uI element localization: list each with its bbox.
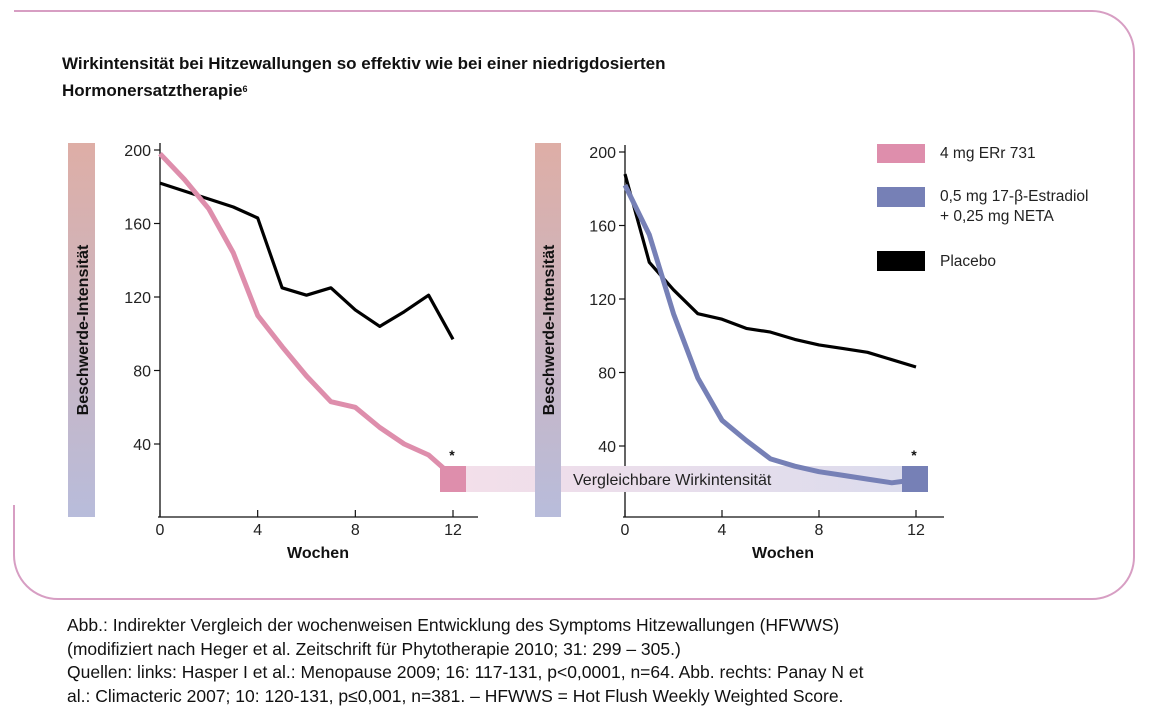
caption-line1: Abb.: Indirekter Vergleich der wochenwei… xyxy=(67,615,840,635)
y-tick-label: 120 xyxy=(124,290,151,307)
x-tick-label: 0 xyxy=(156,522,165,539)
x-tick-label: 8 xyxy=(351,522,360,539)
legend-swatch-ERr731 xyxy=(877,144,925,163)
chart-right: 200 160 120 80 40 0 4 8 12 Wochen * xyxy=(589,145,944,562)
figure-caption: Abb.: Indirekter Vergleich der wochenwei… xyxy=(67,614,1147,708)
y-axis-gradient-bar-right xyxy=(535,143,561,517)
chart-left: 200 160 120 80 40 0 4 8 12 Wochen * xyxy=(124,143,478,562)
x-tick-label: 4 xyxy=(718,522,727,539)
chart-title-line2-text: Hormonersatztherapie xyxy=(62,81,243,100)
significance-asterisk: * xyxy=(449,447,455,463)
legend-swatch-placebo xyxy=(877,251,925,271)
chart-title-line2: Hormonersatztherapie6 xyxy=(62,77,665,104)
legend-label-estradiol-line2: + 0,25 mg NETA xyxy=(940,208,1055,225)
x-tick-label: 8 xyxy=(815,522,824,539)
x-axis-label: Wochen xyxy=(287,545,349,562)
caption-line3: Quellen: links: Hasper I et al.: Menopau… xyxy=(67,662,864,682)
legend-swatch-estradiol xyxy=(877,187,925,207)
card-border xyxy=(13,10,1135,600)
footnote-marker: 6 xyxy=(242,84,248,94)
x-axis-label: Wochen xyxy=(752,545,814,562)
y-tick-label: 200 xyxy=(589,145,616,162)
series-line-0-5-mg-17-estradiol-0-25-mg-neta xyxy=(622,184,907,486)
significance-asterisk: * xyxy=(911,447,917,463)
chart-title: Wirkintensität bei Hitzewallungen so eff… xyxy=(62,50,665,104)
chart-title-line1: Wirkintensität bei Hitzewallungen so eff… xyxy=(62,54,666,73)
series-line-placebo xyxy=(623,173,917,369)
legend-label-ERr731: 4 mg ERr 731 xyxy=(940,145,1036,162)
caption-line4: al.: Climacteric 2007; 10: 120-131, p≤0,… xyxy=(67,685,844,706)
x-tick-label: 4 xyxy=(253,522,262,539)
y-axis-gradient-bar-left xyxy=(68,143,95,517)
y-tick-label: 200 xyxy=(124,143,151,160)
x-tick-label: 12 xyxy=(444,522,462,539)
x-tick-label: 0 xyxy=(621,522,630,539)
x-tick-label: 12 xyxy=(907,522,925,539)
comparison-band-label: Vergleichbare Wirkintensität xyxy=(573,472,772,489)
y-axis-label-left: Beschwerde-Intensität xyxy=(75,244,92,415)
legend-label-placebo: Placebo xyxy=(940,253,996,270)
y-tick-label: 40 xyxy=(133,437,151,454)
y-tick-label: 80 xyxy=(598,366,616,383)
y-tick-label: 40 xyxy=(598,439,616,456)
legend-label-estradiol: 0,5 mg 17-β-Estradiol xyxy=(940,188,1088,205)
caption-line2: (modifiziert nach Heger et al. Zeitschri… xyxy=(67,638,681,659)
series-line-placebo xyxy=(159,181,455,341)
y-axis-label-right: Beschwerde-Intensität xyxy=(541,244,558,415)
y-tick-label: 80 xyxy=(133,364,151,381)
y-tick-label: 120 xyxy=(589,292,616,309)
endpoint-marker xyxy=(440,466,466,492)
series-line-4-mg-err-731 xyxy=(158,151,445,470)
y-tick-label: 160 xyxy=(589,219,616,236)
y-tick-label: 160 xyxy=(124,217,151,234)
legend: 4 mg ERr 731 0,5 mg 17-β-Estradiol + 0,2… xyxy=(877,144,1088,271)
endpoint-marker xyxy=(902,466,928,492)
